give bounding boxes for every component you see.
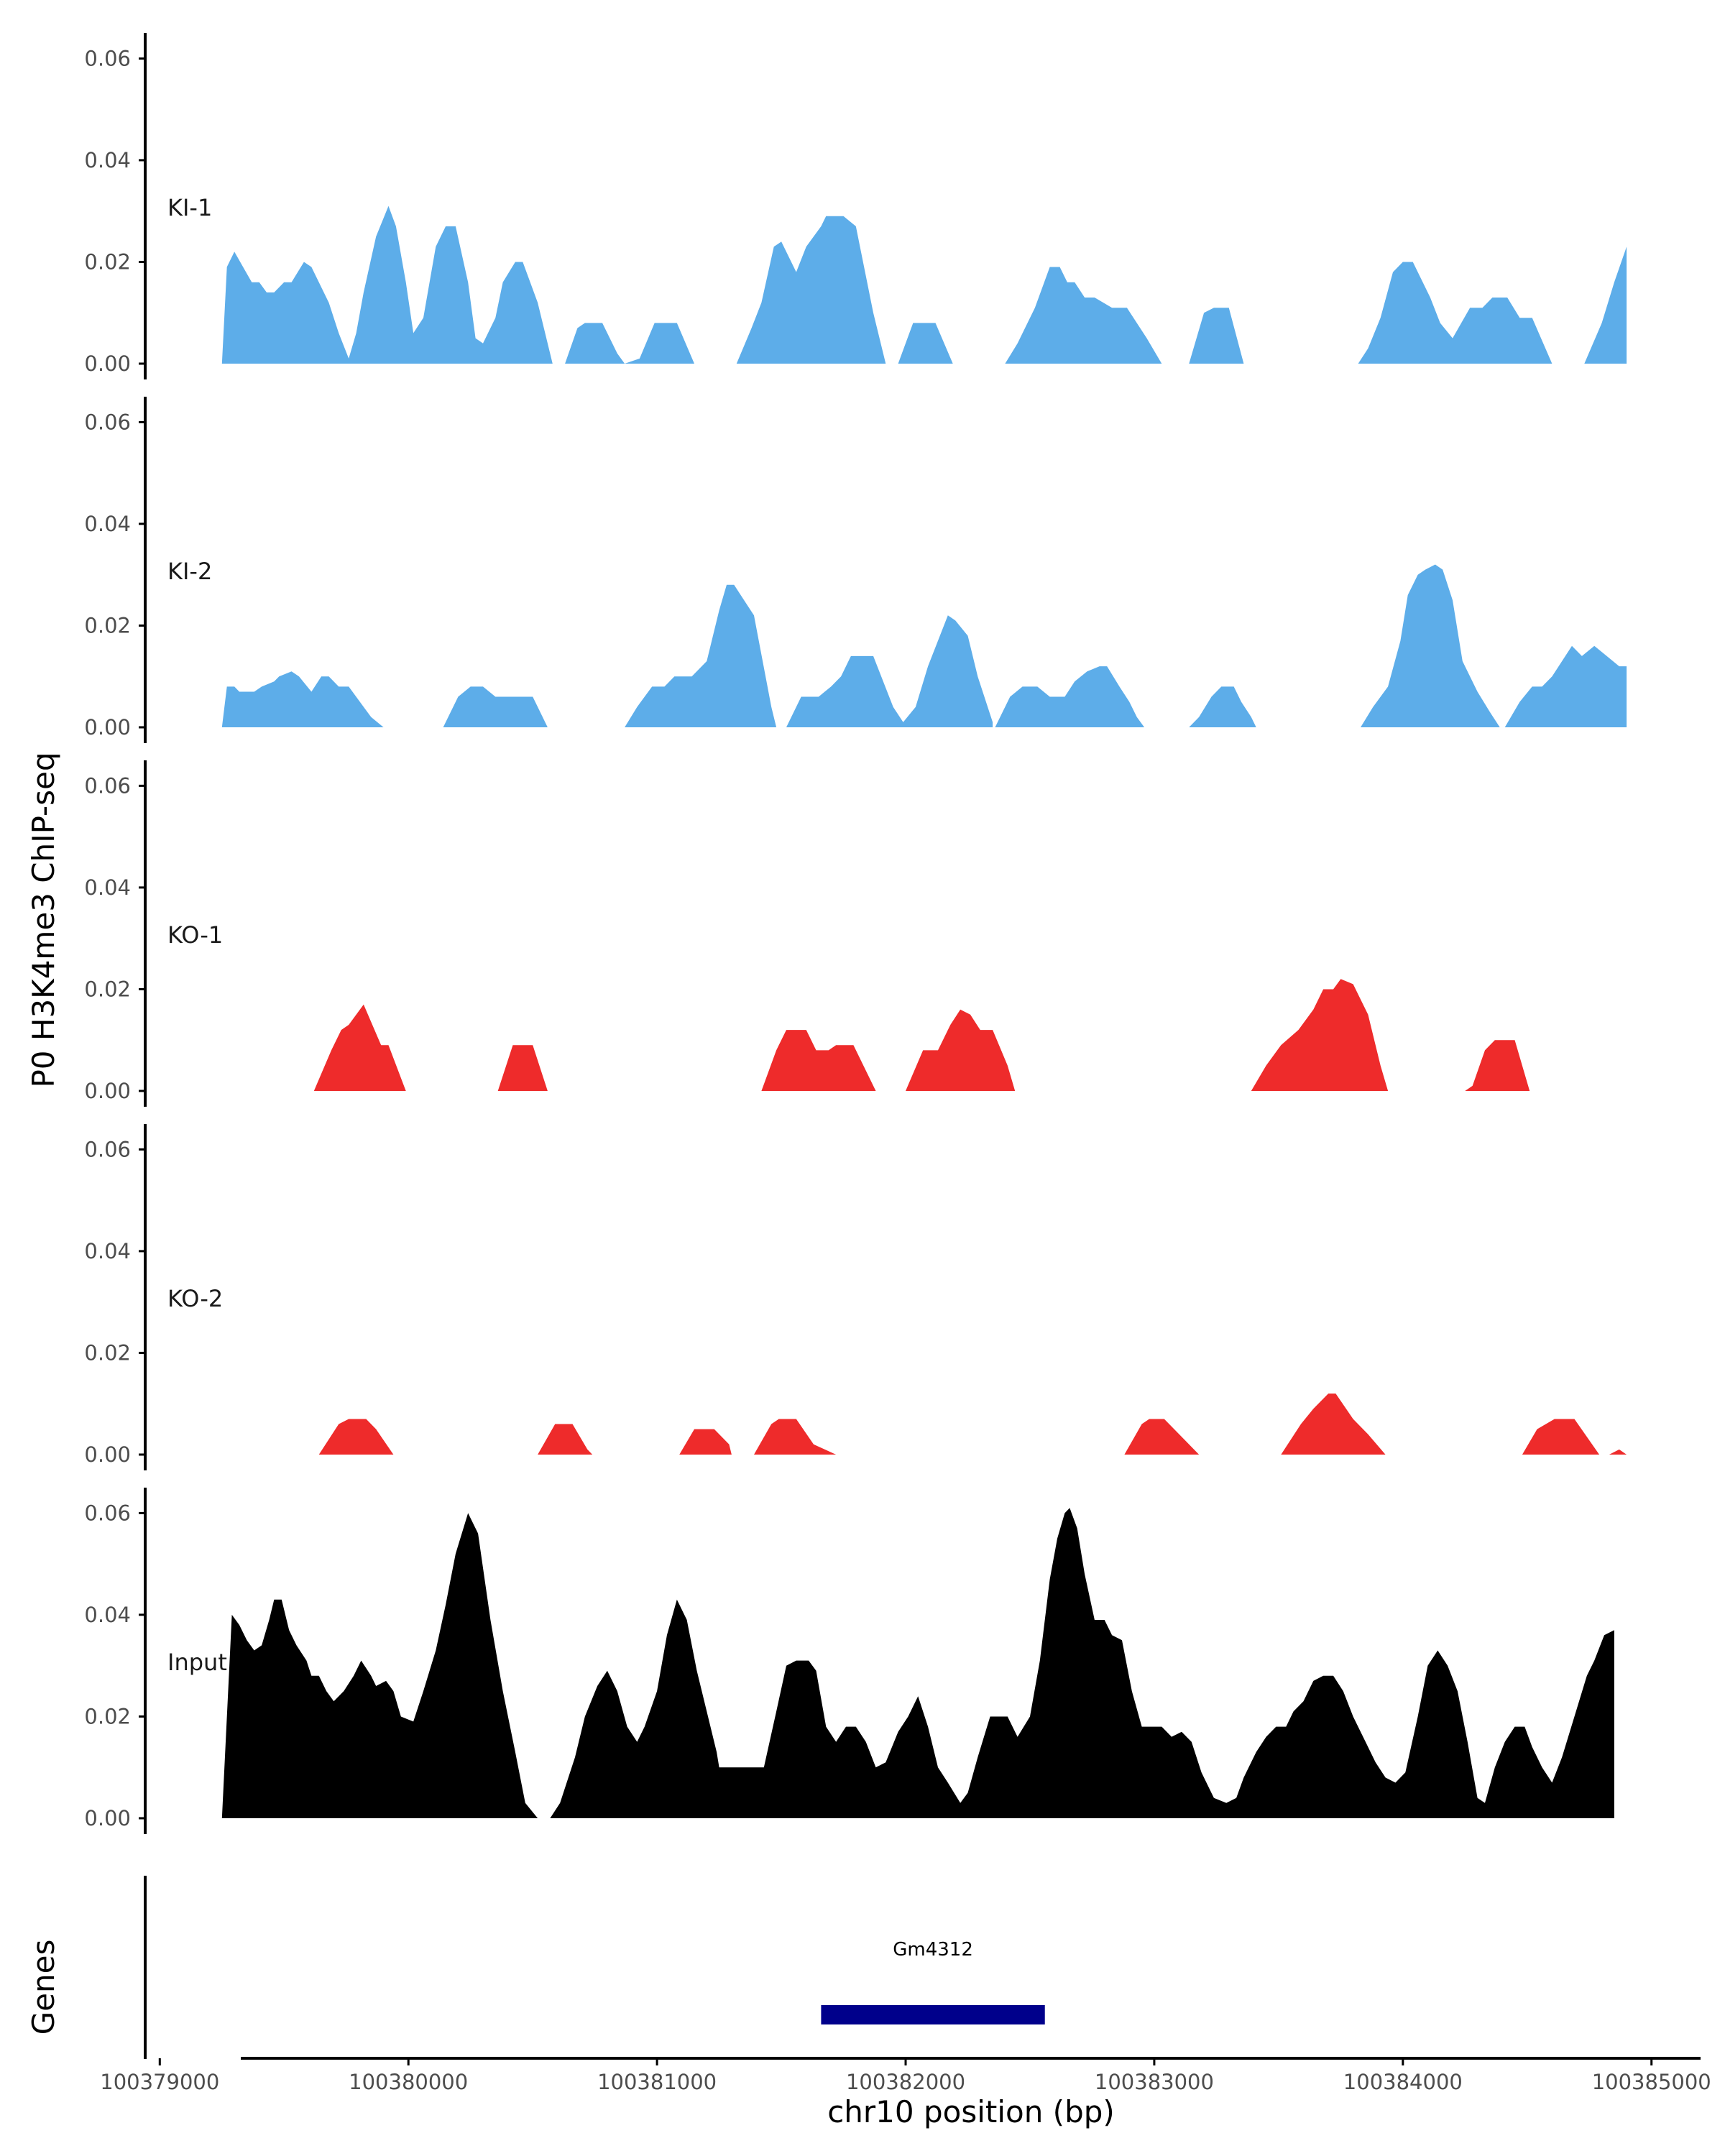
signal-area <box>550 1508 1614 1818</box>
y-tick-label: 0.06 <box>84 410 131 434</box>
signal-area <box>906 1009 1016 1091</box>
track-ki-2: 0.00 0.02 0.04 0.06 KI-2 <box>84 397 1627 743</box>
y-tick-label: 0.06 <box>84 1137 131 1161</box>
track-label: KI-2 <box>167 558 212 585</box>
track-label: Input <box>167 1649 227 1676</box>
y-tick-label: 0.02 <box>84 613 131 637</box>
track-label: KO-1 <box>167 921 223 949</box>
y-tick-label: 0.04 <box>84 1603 131 1627</box>
signal-area <box>1609 1449 1627 1455</box>
signal-area <box>761 1030 876 1091</box>
y-tick-label: 0.06 <box>84 46 131 70</box>
signal-area <box>1361 564 1500 727</box>
track-label: KO-2 <box>167 1285 223 1312</box>
y-tick-label: 0.04 <box>84 512 131 536</box>
signal-area <box>1504 645 1627 727</box>
x-tick-label: 100381000 <box>597 2070 717 2094</box>
signal-area <box>565 323 694 364</box>
x-axis-title: chr10 position (bp) <box>827 2094 1115 2129</box>
gene-label: Gm4312 <box>893 1939 973 1961</box>
y-tick-label: 0.02 <box>84 1704 131 1728</box>
y-tick-label: 0.02 <box>84 249 131 274</box>
signal-area <box>1124 1419 1200 1455</box>
signal-area <box>754 1419 837 1455</box>
signal-area <box>221 671 384 727</box>
x-tick-label: 100379000 <box>100 2070 219 2094</box>
genes-axis-title: Genes <box>26 1940 61 2035</box>
y-tick-label: 0.00 <box>84 1806 131 1830</box>
y-tick-label: 0.00 <box>84 1442 131 1467</box>
gene-body <box>821 2005 1045 2024</box>
signal-area <box>221 206 553 364</box>
track-ko-2: 0.00 0.02 0.04 0.06 KO-2 <box>84 1124 1627 1470</box>
x-tick-label: 100380000 <box>349 2070 468 2094</box>
signal-area <box>538 1424 593 1455</box>
signal-area <box>995 666 1145 727</box>
signal-area <box>1522 1419 1600 1455</box>
signal-area <box>1005 267 1162 364</box>
y-tick-label: 0.00 <box>84 351 131 376</box>
y-tick-label: 0.02 <box>84 1340 131 1365</box>
signal-area <box>221 1513 538 1818</box>
track-ki-1: 0.00 0.02 0.04 0.06 KI-1 <box>84 33 1627 379</box>
x-tick-label: 100384000 <box>1343 2070 1463 2094</box>
signal-area <box>1281 1393 1386 1455</box>
signal-area <box>898 323 953 364</box>
x-tick-label: 100382000 <box>846 2070 965 2094</box>
signal-area <box>1465 1040 1530 1091</box>
signal-area <box>679 1429 732 1455</box>
signal-area <box>1189 308 1244 364</box>
x-tick-label: 100385000 <box>1592 2070 1711 2094</box>
signal-area <box>1251 979 1389 1091</box>
y-tick-label: 0.04 <box>84 875 131 900</box>
y-tick-label: 0.00 <box>84 715 131 740</box>
signal-area <box>443 686 548 727</box>
y-axis-title: P0 H3K4me3 ChIP-seq <box>26 752 61 1087</box>
signal-area <box>313 1004 406 1091</box>
y-tick-label: 0.06 <box>84 773 131 798</box>
signal-area <box>625 584 777 727</box>
signal-area <box>786 615 993 727</box>
chip-seq-tracks: 0.00 0.02 0.04 0.06 KI-1 0.00 0.02 0.04 0.06 KI-2… <box>84 33 1627 1834</box>
signal-area <box>318 1419 394 1455</box>
signal-area <box>1189 686 1256 727</box>
y-tick-label: 0.04 <box>84 1239 131 1263</box>
x-axis: 100379000 100380000 100381000 100382000 1003… <box>100 2057 1711 2094</box>
y-tick-label: 0.06 <box>84 1501 131 1525</box>
track-input: 0.00 0.02 0.04 0.06 Input <box>84 1488 1614 1834</box>
x-tick-label: 100383000 <box>1095 2070 1214 2094</box>
y-tick-label: 0.00 <box>84 1079 131 1103</box>
y-tick-label: 0.02 <box>84 977 131 1001</box>
signal-area <box>497 1045 548 1091</box>
y-tick-label: 0.04 <box>84 148 131 172</box>
signal-area <box>1584 247 1627 364</box>
signal-area <box>736 216 886 364</box>
genes-panel: Gm4312 <box>144 1876 1045 2059</box>
track-ko-1: 0.00 0.02 0.04 0.06 KO-1 <box>84 760 1530 1107</box>
track-label: KI-1 <box>167 194 212 221</box>
signal-area <box>1358 262 1552 364</box>
